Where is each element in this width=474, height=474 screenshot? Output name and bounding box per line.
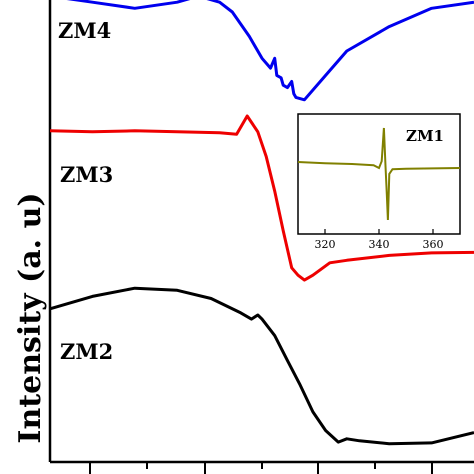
inset-x-tick-label: 320	[315, 238, 336, 251]
inset-series-line	[297, 127, 461, 221]
series-label-zm2: ZM2	[60, 339, 113, 364]
inset-chart: 320 340 360 ZM1	[297, 113, 461, 251]
inset-series-label: ZM1	[406, 127, 444, 145]
inset-frame	[297, 113, 461, 235]
series-line-zm4	[66, 0, 474, 102]
axes	[48, 0, 474, 474]
series-label-zm4: ZM4	[58, 18, 111, 43]
inset-x-tick-label: 340	[369, 238, 390, 251]
inset-x-tick-label: 360	[423, 238, 444, 251]
series-group: ZM4 ZM3 ZM2	[49, 0, 474, 446]
series-line-zm2	[49, 286, 474, 446]
series-label-zm3: ZM3	[60, 162, 113, 187]
y-axis-label: Intensity (a. u)	[13, 192, 48, 443]
series-line-zm3	[49, 114, 474, 282]
